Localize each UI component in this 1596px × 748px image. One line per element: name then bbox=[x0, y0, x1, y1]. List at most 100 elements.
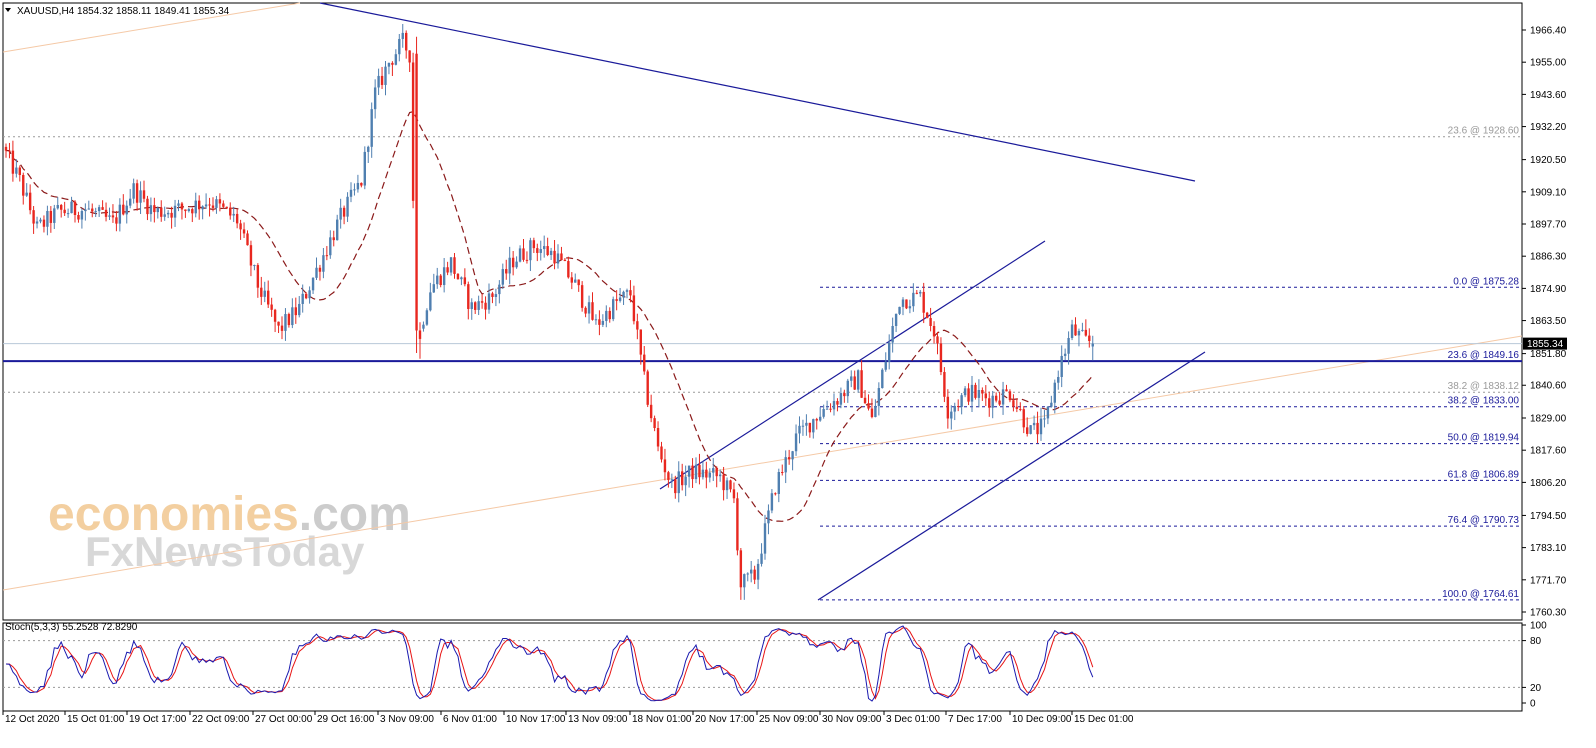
candle-body bbox=[1001, 389, 1005, 405]
time-tick-label: 10 Nov 17:00 bbox=[506, 714, 566, 725]
candle bbox=[877, 382, 881, 416]
candle-body bbox=[701, 469, 705, 478]
candle-body bbox=[391, 62, 394, 65]
candle bbox=[784, 450, 787, 484]
candle-body bbox=[988, 398, 991, 408]
candle-body bbox=[53, 208, 56, 223]
candle bbox=[681, 463, 684, 491]
candle-body bbox=[491, 293, 494, 297]
candle-body bbox=[256, 265, 260, 288]
candle bbox=[439, 274, 442, 288]
candle-body bbox=[974, 384, 977, 398]
candle-body bbox=[932, 325, 936, 337]
candle-body bbox=[8, 150, 11, 152]
candle-body bbox=[15, 167, 18, 174]
candle bbox=[943, 367, 946, 403]
candle bbox=[246, 230, 249, 246]
candle bbox=[560, 246, 563, 261]
candle-body bbox=[970, 384, 974, 402]
candle-body bbox=[919, 291, 922, 294]
candle-body bbox=[870, 408, 874, 418]
candle-body bbox=[111, 215, 115, 218]
candle-body bbox=[874, 405, 877, 418]
candle-body bbox=[1081, 329, 1084, 331]
candle bbox=[177, 199, 180, 212]
candle bbox=[867, 394, 870, 411]
candle bbox=[667, 470, 670, 488]
candle-body bbox=[532, 240, 536, 249]
candle-body bbox=[1074, 324, 1077, 336]
candle bbox=[832, 393, 836, 416]
candle-body bbox=[622, 291, 625, 298]
candle bbox=[1088, 328, 1091, 348]
candle-body bbox=[1060, 355, 1063, 377]
candle-body bbox=[494, 294, 498, 297]
candle-body bbox=[115, 217, 118, 224]
candle-body bbox=[1036, 422, 1039, 435]
candle bbox=[474, 301, 477, 314]
candle-body bbox=[508, 257, 511, 274]
candle-body bbox=[522, 248, 525, 260]
candle-body bbox=[960, 395, 963, 407]
candle-body bbox=[888, 342, 891, 362]
stoch-main-line bbox=[5, 625, 1094, 702]
candle bbox=[263, 281, 266, 303]
candle-body bbox=[839, 393, 843, 405]
candle-body bbox=[225, 206, 228, 208]
candle bbox=[912, 283, 915, 312]
candle bbox=[819, 407, 822, 422]
candle-body bbox=[353, 189, 356, 191]
candle bbox=[511, 251, 515, 276]
time-tick-label: 7 Dec 17:00 bbox=[948, 714, 1002, 725]
candle-body bbox=[511, 257, 515, 268]
candle bbox=[429, 282, 432, 312]
candle bbox=[605, 305, 608, 328]
candle-body bbox=[32, 210, 35, 224]
candle-body bbox=[211, 205, 215, 208]
stoch-tick-label: 100 bbox=[1530, 621, 1547, 632]
candle bbox=[753, 565, 756, 585]
candle bbox=[487, 283, 491, 314]
candle-body bbox=[166, 212, 170, 215]
candle bbox=[28, 184, 32, 215]
candle-body bbox=[39, 219, 42, 222]
time-axis[interactable]: 12 Oct 2020 15 Oct 01:00 19 Oct 17:00 22 Oc… bbox=[2, 711, 1134, 725]
price-tick-label: 1955.00 bbox=[1530, 58, 1567, 69]
candle-body bbox=[601, 320, 605, 325]
candle bbox=[708, 468, 711, 483]
triangle-down-icon[interactable] bbox=[5, 8, 11, 12]
candle-body bbox=[736, 498, 739, 551]
candle bbox=[63, 201, 66, 217]
candle-body bbox=[1032, 422, 1036, 426]
candle bbox=[808, 422, 812, 438]
candle bbox=[11, 140, 15, 182]
time-tick-label: 15 Oct 01:00 bbox=[67, 714, 125, 725]
price-tick-label: 1817.60 bbox=[1530, 446, 1567, 457]
candle bbox=[684, 465, 687, 497]
candle-body bbox=[584, 307, 587, 314]
candle-body bbox=[963, 388, 967, 396]
candle bbox=[549, 247, 553, 261]
time-tick-label: 6 Nov 01:00 bbox=[443, 714, 497, 725]
stochastic-panel[interactable]: 100 80 20 0 bbox=[3, 621, 1547, 710]
watermark-com: .com bbox=[299, 488, 411, 541]
drawn-trendlines[interactable] bbox=[2, 2, 1523, 601]
candle-body bbox=[580, 285, 584, 308]
candle-body bbox=[539, 249, 542, 253]
candle bbox=[629, 280, 632, 303]
candle-body bbox=[1008, 391, 1012, 401]
price-axis[interactable]: 1966.40 1955.00 1943.60 1932.20 1920.50 1909.… bbox=[1522, 26, 1567, 619]
candle bbox=[574, 273, 577, 283]
candle-body bbox=[781, 472, 784, 474]
candle-body bbox=[608, 310, 611, 320]
symbol-info: XAUUSD,H4 1854.32 1858.11 1849.41 1855.3… bbox=[17, 6, 230, 17]
candle bbox=[336, 214, 339, 241]
candle bbox=[898, 306, 901, 316]
candle-body bbox=[163, 214, 166, 217]
candle-body bbox=[967, 388, 970, 402]
candle bbox=[663, 448, 667, 481]
candle bbox=[984, 385, 987, 407]
candle-body bbox=[1070, 324, 1074, 338]
